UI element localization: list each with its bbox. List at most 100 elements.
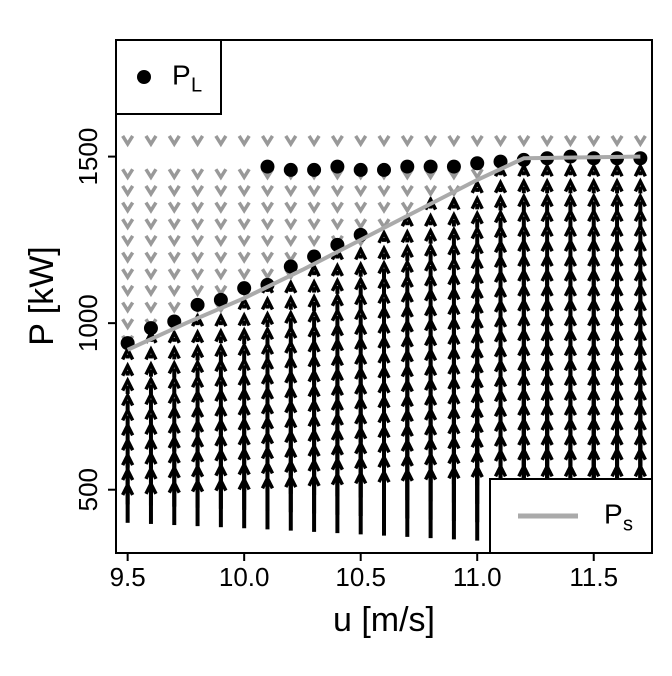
arrow-head <box>214 234 228 248</box>
point <box>423 159 438 174</box>
arrow-head <box>191 184 205 198</box>
vector-arrow <box>121 361 135 377</box>
vector-arrow <box>470 209 484 228</box>
vector-arrow <box>307 262 321 277</box>
vector-arrow <box>214 284 228 298</box>
vector-arrow <box>167 201 181 214</box>
vector-arrow <box>237 135 251 148</box>
vector-arrow <box>354 135 368 148</box>
y-tick-label: 1500 <box>73 128 103 186</box>
point <box>470 156 485 171</box>
vector-arrow <box>167 344 181 360</box>
vector-arrow <box>494 135 508 148</box>
arrow-head <box>470 135 484 148</box>
vector-arrow <box>121 376 135 394</box>
vector-arrow <box>144 360 158 377</box>
arrow-head <box>260 325 275 341</box>
vector-arrow <box>167 218 181 231</box>
vector-arrow <box>121 318 135 331</box>
arrow-head <box>307 184 321 198</box>
vector-arrow <box>400 273 414 298</box>
arrow-head <box>121 184 135 198</box>
arrow-head <box>540 162 554 178</box>
vector-arrow <box>190 373 205 398</box>
vector-arrow <box>400 135 414 148</box>
x-tick-label: 10.5 <box>335 562 386 592</box>
vector-arrow <box>330 291 344 313</box>
arrow-head <box>121 376 135 392</box>
arrow-head <box>144 184 158 198</box>
arrow-head <box>121 251 135 264</box>
arrow-head <box>517 192 531 208</box>
vector-arrow <box>144 168 158 181</box>
vector-arrow <box>540 135 554 148</box>
vector-arrow <box>633 207 647 231</box>
arrow-head <box>190 358 205 374</box>
arrow-head <box>214 201 228 214</box>
arrow-head <box>470 168 484 181</box>
vector-arrow <box>144 184 158 198</box>
arrow-head <box>377 259 391 275</box>
arrow-head <box>144 201 158 214</box>
arrow-head <box>214 284 228 298</box>
vector-arrow <box>144 268 158 281</box>
point <box>213 292 228 307</box>
arrow-head <box>144 360 158 376</box>
vector-arrow <box>191 218 205 231</box>
arrow-head <box>400 243 414 259</box>
arrow-head <box>307 278 321 293</box>
point <box>190 297 205 312</box>
arrow-head <box>354 218 368 231</box>
arrow-head <box>284 234 298 248</box>
vector-arrow <box>447 240 461 264</box>
vector-arrow <box>563 192 578 212</box>
vector-arrow <box>167 284 181 298</box>
y-axis-label: P [kW] <box>23 246 61 346</box>
vector-arrow <box>517 162 531 178</box>
vector-arrow <box>330 262 344 277</box>
arrow-head <box>354 260 368 276</box>
vector-arrow <box>144 201 158 214</box>
arrow-head <box>284 251 298 264</box>
vector-arrow <box>144 390 158 414</box>
arrow-head <box>424 242 438 257</box>
arrow-head <box>330 262 344 277</box>
vector-arrow <box>377 244 391 260</box>
arrow-head <box>190 343 205 359</box>
arrow-head <box>494 135 508 148</box>
arrow-head <box>307 201 321 214</box>
vector-arrow <box>610 207 624 231</box>
vector-arrow <box>167 268 181 281</box>
vector-arrow <box>167 234 181 248</box>
arrow-head <box>400 135 414 148</box>
vector-arrow <box>563 177 578 194</box>
legend-label: P <box>172 59 191 90</box>
vector-arrow <box>330 135 344 148</box>
vector-arrow <box>167 135 181 148</box>
vector-arrow <box>284 218 298 231</box>
arrow-head <box>144 168 158 181</box>
vector-arrow <box>237 268 251 281</box>
vector-arrow <box>214 312 228 327</box>
arrow-head <box>447 195 461 211</box>
vector-arrow <box>214 342 228 362</box>
arrow-head <box>237 251 251 264</box>
vector-arrow <box>330 184 344 198</box>
arrow-head <box>563 162 578 178</box>
arrow-head <box>330 201 344 214</box>
vector-arrow <box>121 251 135 264</box>
arrow-head <box>307 234 321 248</box>
arrow-head <box>377 244 391 260</box>
vector-arrow <box>284 294 298 310</box>
vector-arrow <box>260 184 274 198</box>
vector-arrow <box>167 168 181 181</box>
arrow-head <box>121 168 135 181</box>
vector-arrow <box>167 328 181 344</box>
arrow-head <box>121 201 135 214</box>
vector-arrow <box>307 293 321 311</box>
arrow-head <box>284 309 298 324</box>
vector-arrow <box>354 218 368 231</box>
arrow-head <box>540 192 554 208</box>
legend-swatch <box>137 70 151 84</box>
vector-arrow <box>610 135 624 148</box>
